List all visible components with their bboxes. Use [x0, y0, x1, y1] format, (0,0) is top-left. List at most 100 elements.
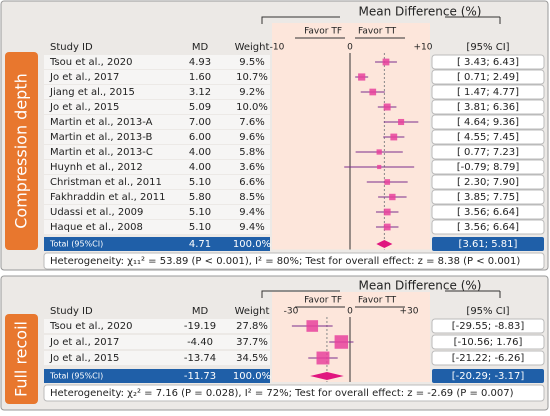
weight-value: 27.8%	[236, 321, 268, 332]
x-tick-label: 0	[347, 43, 353, 53]
ci-label: [ 3.81; 6.36]	[457, 102, 519, 113]
ci-cell	[431, 54, 545, 70]
ci-label: [-0.79; 8.79]	[457, 162, 520, 173]
total-label: Total (95%CI)	[49, 240, 103, 249]
point-estimate	[383, 208, 391, 216]
total-diamond	[376, 240, 393, 248]
total-weight: 100.0%	[233, 239, 271, 250]
weight-value: 9.5%	[239, 57, 264, 68]
study-name: Tsou et al., 2020	[49, 321, 132, 332]
ci-cell	[431, 99, 545, 115]
row-bg	[44, 115, 270, 129]
column-header: MD	[192, 42, 209, 53]
column-header: [95% CI]	[466, 306, 509, 317]
ci-cell	[431, 69, 545, 85]
md-value: -13.74	[184, 353, 216, 364]
row-bg	[44, 55, 270, 69]
column-header: Study ID	[50, 306, 93, 317]
weight-value: 3.6%	[239, 162, 264, 173]
total-weight: 100.0%	[233, 371, 271, 382]
study-name: Fakhraddin et al., 2011	[50, 192, 165, 203]
plot-shading	[272, 292, 430, 382]
point-estimate	[334, 335, 349, 349]
total-diamond	[310, 372, 344, 380]
total-ci-cell	[432, 237, 544, 251]
weight-value: 8.5%	[239, 192, 264, 203]
ci-label: [-29.55; -8.83]	[452, 321, 525, 332]
heterogeneity-text: Heterogeneity: χ₂² = 7.16 (P = 0.028), I…	[50, 388, 514, 399]
ci-label: [-21.22; -6.26]	[452, 353, 525, 364]
row-bg	[44, 175, 270, 189]
ci-label: [ 1.47; 4.77]	[457, 87, 519, 98]
row-bg	[44, 220, 270, 234]
column-header: Study ID	[50, 42, 93, 53]
study-name: Jo et al., 2015	[49, 102, 119, 113]
weight-value: 6.6%	[239, 177, 264, 188]
md-value: 3.12	[189, 87, 211, 98]
point-estimate	[358, 73, 366, 81]
point-estimate	[376, 149, 382, 155]
column-header: Weight	[235, 42, 270, 53]
point-estimate	[377, 164, 382, 170]
ci-label: [ 3.43; 6.43]	[457, 57, 519, 68]
study-name: Jo et al., 2015	[49, 353, 119, 364]
md-value: 5.10	[189, 222, 211, 233]
ci-cell	[431, 174, 545, 190]
md-value: 5.80	[189, 192, 211, 203]
ci-label: [ 2.30; 7.90]	[457, 177, 519, 188]
x-tick-label: -10	[270, 43, 285, 53]
row-bg	[44, 205, 270, 219]
ci-cell	[431, 144, 545, 160]
ci-cell	[431, 334, 545, 350]
md-value: 5.10	[189, 207, 211, 218]
ci-label: [ 0.71; 2.49]	[457, 72, 519, 83]
ci-label: [-10.56; 1.76]	[454, 337, 523, 348]
heterogeneity-box	[43, 252, 545, 270]
favor-left: Favor TF	[304, 296, 342, 306]
weight-value: 7.6%	[239, 117, 264, 128]
ci-cell	[431, 219, 545, 235]
favor-left: Favor TF	[304, 27, 342, 37]
favor-right: Favor TT	[358, 296, 397, 306]
study-name: Martin et al., 2013-A	[50, 117, 153, 128]
row-bg	[44, 190, 270, 204]
ci-cell	[431, 114, 545, 130]
total-ci-label: [3.61; 5.81]	[459, 239, 518, 250]
total-bar	[44, 369, 270, 383]
axis-title: Mean Difference (%)	[359, 279, 482, 293]
md-value: 6.00	[189, 132, 211, 143]
row-bg	[44, 319, 270, 333]
point-estimate	[383, 103, 391, 111]
heterogeneity-text: Heterogeneity: χ₁₁² = 53.89 (P < 0.001),…	[50, 256, 520, 267]
md-value: -4.40	[187, 337, 213, 348]
total-bar	[44, 237, 270, 251]
study-name: Tsou et al., 2020	[49, 57, 132, 68]
study-name: Martin et al., 2013-B	[50, 132, 152, 143]
weight-value: 37.7%	[236, 337, 268, 348]
point-estimate	[389, 193, 396, 201]
weight-value: 9.2%	[239, 87, 264, 98]
md-value: 5.10	[189, 177, 211, 188]
row-bg	[44, 100, 270, 114]
group-band	[5, 314, 38, 404]
weight-value: 10.0%	[236, 102, 268, 113]
weight-value: 9.4%	[239, 207, 264, 218]
group-band	[5, 52, 38, 250]
total-label: Total (95%CI)	[49, 372, 103, 381]
md-value: -19.19	[184, 321, 216, 332]
weight-value: 10.7%	[236, 72, 268, 83]
study-name: Haque et al., 2008	[50, 222, 143, 233]
row-bg	[44, 351, 270, 365]
weight-value: 34.5%	[236, 353, 268, 364]
point-estimate	[398, 118, 405, 126]
x-tick-label: +30	[400, 307, 419, 317]
ci-cell	[431, 84, 545, 100]
total-ci-label: [-20.29; -3.17]	[452, 371, 525, 382]
ci-cell	[431, 318, 545, 334]
point-estimate	[382, 58, 390, 66]
point-estimate	[316, 351, 330, 365]
heterogeneity-box	[43, 384, 545, 402]
study-name: Christman et al., 2011	[50, 177, 162, 188]
md-value: 4.00	[189, 162, 211, 173]
md-value: 1.60	[189, 72, 211, 83]
